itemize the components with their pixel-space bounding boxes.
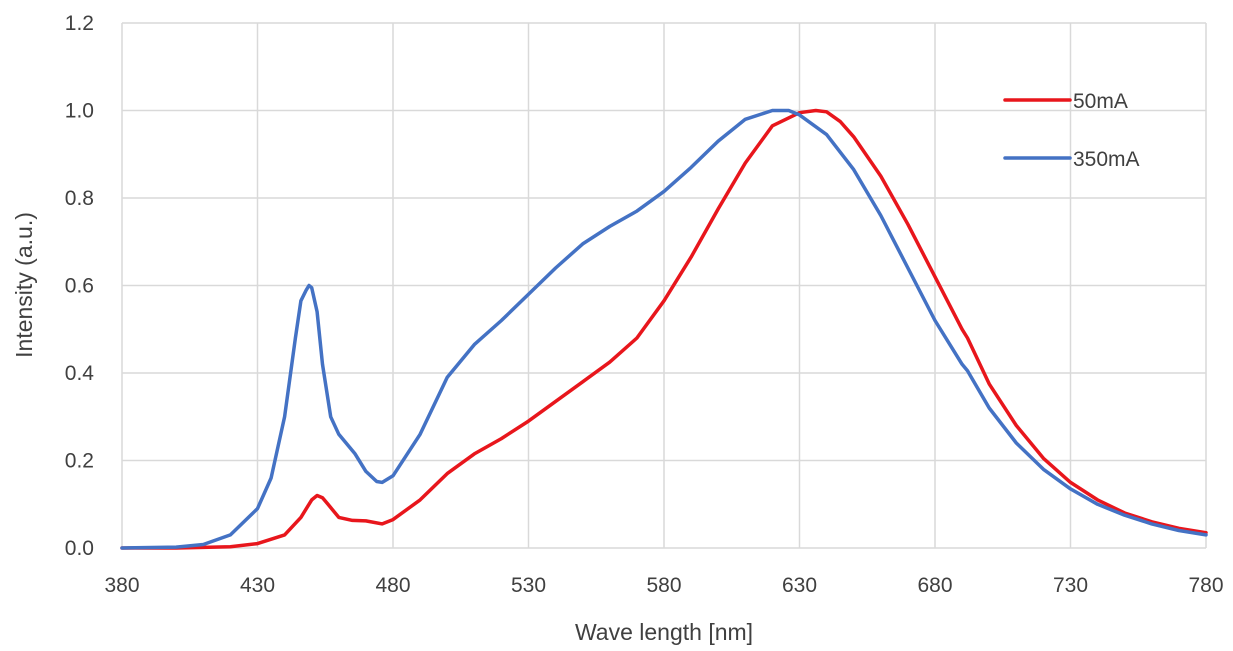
x-tick-label: 380 (104, 574, 139, 597)
x-tick-label: 480 (375, 574, 410, 597)
x-tick-label: 430 (240, 574, 275, 597)
y-tick-label: 0.8 (65, 187, 94, 210)
legend-label-50ma: 50mA (1073, 90, 1128, 113)
y-tick-label: 1.0 (65, 100, 94, 123)
y-axis-title: Intensity (a.u.) (11, 212, 37, 358)
y-tick-label: 0.6 (65, 275, 94, 298)
y-axis-ticks: 0.0 0.2 0.4 0.6 0.8 1.0 1.2 (65, 12, 95, 560)
x-tick-label: 530 (511, 574, 546, 597)
x-tick-label: 630 (782, 574, 817, 597)
series-line-50ma (120, 108, 1208, 550)
x-tick-label: 580 (646, 574, 681, 597)
grid-lines (121, 22, 1207, 549)
x-axis-title: Wave length [nm] (575, 619, 753, 645)
y-tick-label: 0.0 (65, 537, 94, 560)
series-line-350ma (120, 108, 1208, 550)
series-lines (120, 108, 1208, 550)
x-tick-label: 730 (1053, 574, 1088, 597)
y-tick-label: 0.4 (65, 362, 95, 385)
x-tick-label: 780 (1188, 574, 1223, 597)
legend-label-350ma: 350mA (1073, 148, 1140, 171)
x-tick-label: 680 (917, 574, 952, 597)
y-tick-label: 1.2 (65, 12, 94, 35)
legend: 50mA 350mA (1003, 90, 1140, 171)
y-tick-label: 0.2 (65, 450, 94, 473)
x-axis-ticks: 380 430 480 530 580 630 680 730 780 (104, 574, 1223, 597)
